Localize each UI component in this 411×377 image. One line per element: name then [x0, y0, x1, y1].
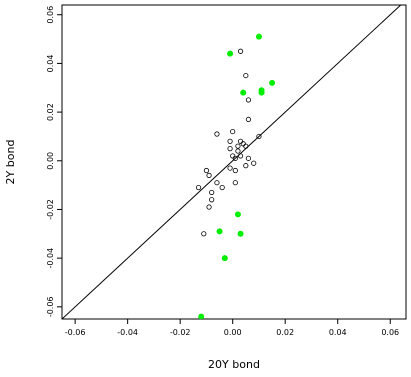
- highlighted-point: [221, 255, 228, 262]
- x-tick-label: 0.04: [329, 328, 347, 337]
- data-point: [230, 153, 236, 159]
- data-point: [219, 184, 225, 191]
- x-tick-label: -0.06: [65, 328, 86, 337]
- data-point: [203, 167, 210, 174]
- data-point: [245, 97, 252, 103]
- y-tick-label: 0.06: [46, 6, 55, 24]
- highlighted-point: [198, 313, 205, 319]
- data-point: [240, 141, 246, 147]
- x-tick-label: 0.06: [381, 328, 399, 337]
- data-point: [237, 153, 244, 159]
- data-point: [237, 138, 244, 144]
- data-point: [232, 167, 238, 174]
- data-point: [232, 180, 238, 186]
- y-axis: -0.06 -0.04 -0.02 0.00 0.02 0.04 0.06: [46, 6, 62, 317]
- data-point: [230, 128, 236, 135]
- x-axis: -0.06 -0.04 -0.02 0.00 0.02 0.04 0.06: [65, 319, 399, 337]
- x-tick-label: 0.02: [276, 328, 294, 337]
- highlighted-point: [237, 230, 244, 237]
- data-point: [209, 197, 215, 203]
- highlighted-point: [258, 89, 265, 96]
- data-point: [235, 143, 241, 149]
- data-point: [227, 146, 233, 152]
- highlighted-point: [234, 211, 241, 218]
- data-point: [235, 148, 241, 154]
- highlighted-point: [216, 228, 223, 235]
- data-point: [245, 116, 252, 123]
- highlighted-point: [255, 33, 262, 40]
- x-axis-title: 20Y bond: [208, 358, 260, 371]
- data-point: [227, 165, 233, 171]
- data-point: [227, 138, 233, 144]
- highlighted-point: [269, 79, 276, 86]
- data-point: [245, 155, 252, 161]
- x-tick-label: 0.00: [224, 328, 242, 337]
- y-tick-label: 0.02: [46, 103, 55, 121]
- data-point: [206, 172, 212, 178]
- data-point: [214, 131, 220, 137]
- x-tick-label: -0.04: [117, 328, 138, 337]
- data-point: [201, 231, 207, 237]
- y-tick-label: -0.04: [46, 248, 55, 269]
- data-point: [195, 184, 202, 191]
- plot-frame: [61, 4, 407, 320]
- y-axis-title: 2Y bond: [4, 140, 17, 185]
- data-point: [256, 133, 262, 140]
- y-tick-label: 0.00: [46, 152, 55, 170]
- data-point: [243, 72, 249, 79]
- y-tick-label: 0.04: [46, 55, 55, 73]
- data-points: [195, 33, 276, 319]
- highlighted-point: [240, 89, 247, 96]
- x-tick-label: -0.02: [170, 328, 191, 337]
- data-point: [243, 163, 249, 169]
- y-tick-label: -0.06: [46, 296, 55, 317]
- data-point: [243, 143, 249, 149]
- highlighted-point: [227, 50, 234, 57]
- y-tick-label: -0.02: [46, 199, 55, 220]
- data-point: [237, 48, 244, 54]
- data-point: [206, 204, 212, 210]
- data-point: [251, 160, 257, 166]
- data-point: [209, 189, 215, 196]
- identity-reference-line: [62, 5, 402, 319]
- data-point: [232, 155, 238, 161]
- data-point: [214, 180, 220, 186]
